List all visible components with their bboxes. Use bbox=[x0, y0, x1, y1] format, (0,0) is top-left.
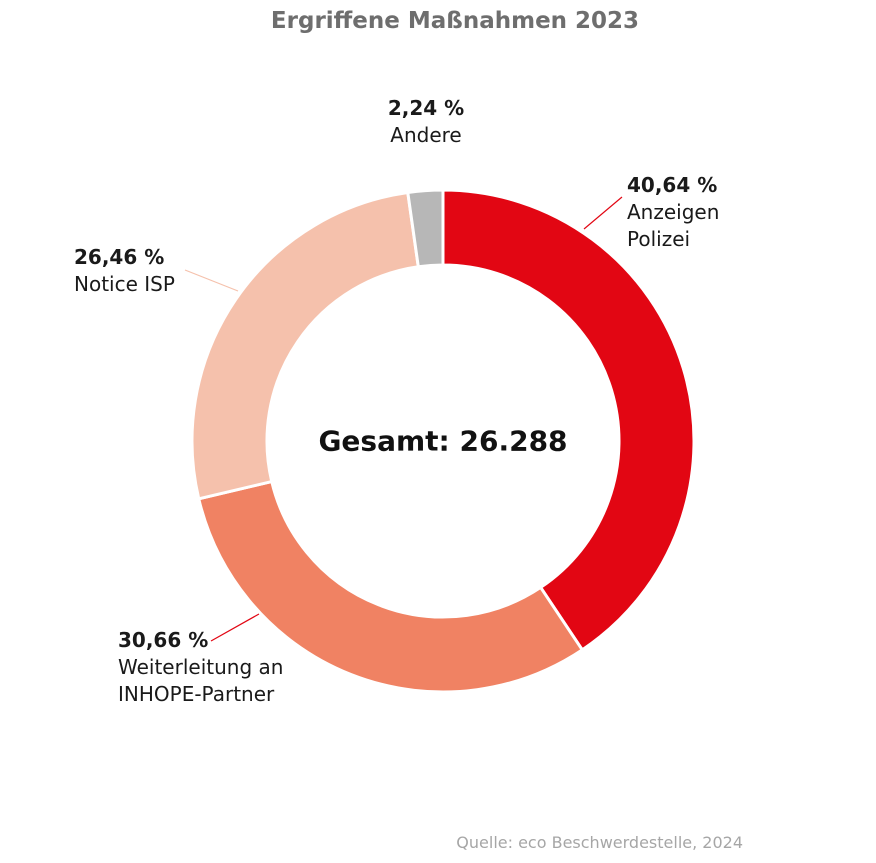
source-note: Quelle: eco Beschwerdestelle, 2024 bbox=[456, 833, 743, 852]
label-andere-name: Andere bbox=[390, 123, 462, 147]
donut-slice-weiterleitung bbox=[196, 479, 585, 694]
label-andere-percent: 2,24 % bbox=[387, 96, 465, 120]
leader-line-anzeigen-polizei bbox=[583, 196, 623, 230]
chart-title: Ergriffene Maßnahmen 2023 bbox=[270, 8, 640, 34]
label-anzeigen-polizei: 40,64 % Anzeigen Polizei bbox=[627, 172, 719, 253]
donut-slice-andere bbox=[406, 188, 445, 269]
center-total-label: Gesamt: 26.288 bbox=[318, 424, 568, 458]
label-weiterleitung: 30,66 % Weiterleitung an INHOPE-Partner bbox=[118, 627, 283, 708]
label-notice-isp-percent: 26,46 % bbox=[74, 245, 165, 269]
donut-slice-anzeigen-polizei bbox=[441, 188, 696, 652]
leader-line-notice-isp bbox=[184, 269, 239, 292]
label-andere: 2,24 % Andere bbox=[388, 95, 464, 149]
label-weiterleitung-percent: 30,66 % bbox=[118, 628, 209, 652]
label-anzeigen-polizei-percent: 40,64 % bbox=[627, 173, 718, 197]
label-anzeigen-polizei-name: Anzeigen Polizei bbox=[627, 200, 720, 251]
donut-slice-notice-isp bbox=[190, 190, 421, 501]
leader-line-weiterleitung bbox=[210, 613, 260, 642]
label-notice-isp-name: Notice ISP bbox=[74, 272, 175, 296]
label-notice-isp: 26,46 % Notice ISP bbox=[74, 244, 175, 298]
label-weiterleitung-name: Weiterleitung an INHOPE-Partner bbox=[118, 655, 284, 706]
